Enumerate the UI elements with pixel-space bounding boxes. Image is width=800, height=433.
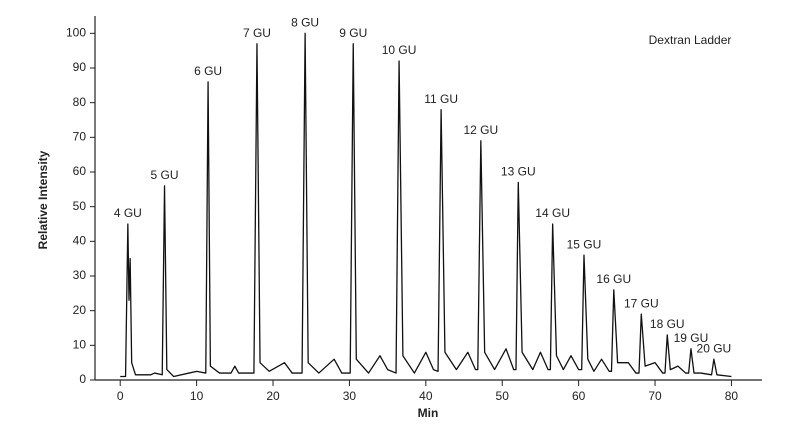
trace	[120, 32, 732, 378]
peak-label: 20 GU	[697, 341, 732, 355]
y-tick-label: 80	[73, 95, 87, 109]
x-tick-label: 40	[419, 389, 433, 403]
x-tick-label: 50	[496, 389, 510, 403]
peak-label: 7 GU	[243, 26, 271, 40]
y-tick-label: 100	[66, 26, 86, 40]
peak-label: 18 GU	[650, 317, 685, 331]
peak-label: 6 GU	[194, 64, 222, 78]
peak-label: 17 GU	[624, 296, 659, 310]
peak-label: 13 GU	[501, 165, 536, 179]
peak-label: 14 GU	[535, 206, 570, 220]
peak-label: 16 GU	[596, 272, 631, 286]
peak-label: 10 GU	[382, 43, 417, 57]
peak-label: 4 GU	[114, 206, 142, 220]
y-tick-label: 90	[73, 60, 87, 74]
y-tick-label: 10	[73, 338, 87, 352]
x-tick-label: 80	[725, 389, 739, 403]
peak-label: 19 GU	[674, 331, 709, 345]
y-tick-label: 30	[73, 268, 87, 282]
x-tick-label: 0	[117, 389, 124, 403]
y-tick-label: 50	[73, 199, 87, 213]
peak-label: 11 GU	[424, 92, 458, 106]
x-tick-label: 70	[648, 389, 662, 403]
peak-label: 5 GU	[151, 168, 179, 182]
chart-title: Dextran Ladder	[649, 33, 732, 47]
y-tick-label: 20	[73, 303, 87, 317]
peak-label: 12 GU	[463, 123, 498, 137]
peak-label: 15 GU	[567, 237, 602, 251]
x-tick-label: 10	[190, 389, 204, 403]
y-tick-label: 70	[73, 130, 87, 144]
y-tick-label: 40	[73, 234, 87, 248]
peak-label: 9 GU	[339, 26, 367, 40]
x-axis-label: Min	[418, 406, 439, 420]
y-tick-label: 0	[79, 372, 86, 386]
y-tick-label: 60	[73, 164, 87, 178]
x-tick-label: 30	[343, 389, 357, 403]
x-tick-label: 60	[572, 389, 586, 403]
y-axis-label: Relative Intensity	[36, 150, 50, 249]
peak-label: 8 GU	[291, 16, 319, 30]
x-tick-label: 20	[266, 389, 280, 403]
